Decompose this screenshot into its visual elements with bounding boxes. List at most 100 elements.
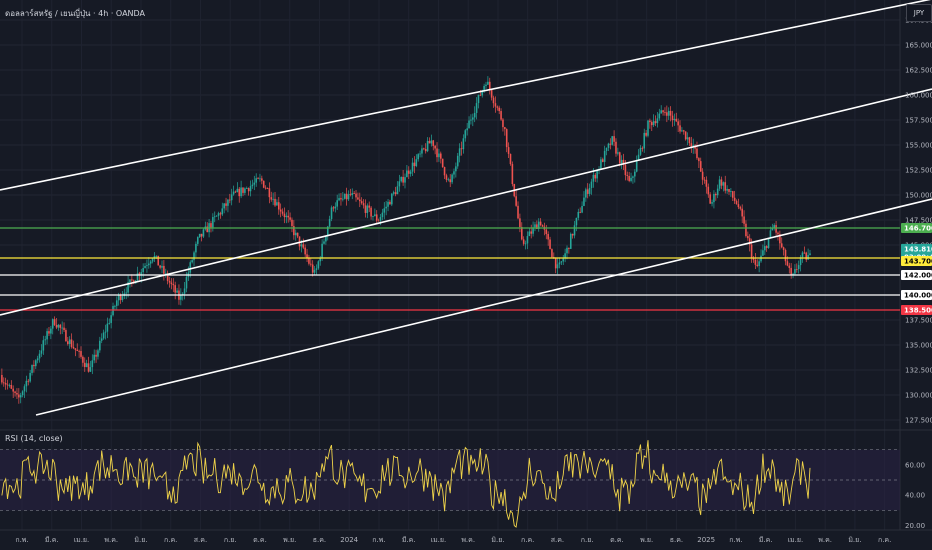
candle-body <box>728 188 730 192</box>
candle-body <box>801 252 804 258</box>
candle-body <box>475 103 478 113</box>
candle-body <box>690 143 693 148</box>
candle-body <box>432 140 435 146</box>
candle-body <box>556 264 559 269</box>
candle-body <box>6 384 9 386</box>
candle-body <box>68 339 71 344</box>
candle-body <box>805 252 808 260</box>
candle-body <box>566 247 568 254</box>
candle-body <box>748 238 751 245</box>
candle-body <box>50 328 52 334</box>
candle-body <box>735 200 738 205</box>
candle-body <box>67 341 69 344</box>
candle-body <box>119 295 122 301</box>
candle-body <box>628 176 630 181</box>
candle-body <box>396 186 399 195</box>
rsi-tick-label: 40.00 <box>905 492 925 500</box>
candle-body <box>752 258 755 260</box>
candle-body <box>185 277 188 289</box>
candle-body <box>449 179 452 183</box>
candle-body <box>500 111 502 120</box>
candle-body <box>366 205 369 213</box>
candle-body <box>554 257 557 269</box>
candle-body <box>31 364 33 373</box>
time-tick-label: พ.ค. <box>818 536 832 544</box>
candle-body <box>136 273 139 281</box>
candle-body <box>688 137 691 144</box>
candle-body <box>89 367 92 372</box>
candle-body <box>202 229 205 237</box>
candle-body <box>332 207 335 209</box>
candle-body <box>212 217 214 228</box>
candle-body <box>315 268 318 270</box>
currency-button[interactable]: JPY <box>906 4 932 22</box>
candle-body <box>234 191 237 193</box>
time-tick-label: มี.ค. <box>45 536 59 544</box>
candle-body <box>415 159 418 167</box>
rsi-axis[interactable]: 60.00 40.00 20.00 <box>905 461 925 530</box>
candle-body <box>193 252 195 261</box>
candle-body <box>601 159 604 162</box>
candle-body <box>756 264 759 266</box>
candle-body <box>803 252 806 254</box>
candle-body <box>733 197 736 201</box>
candle-body <box>25 380 28 387</box>
candle-body <box>505 129 508 148</box>
candle-body <box>483 85 485 91</box>
candle-body <box>438 153 440 158</box>
candle-body <box>85 363 88 368</box>
candle-body <box>230 194 233 201</box>
candle-body <box>300 244 303 247</box>
candle-body <box>16 392 18 395</box>
candle-body <box>321 243 323 259</box>
price-tick-label: 155.000 <box>905 142 932 150</box>
candle-body <box>115 300 118 306</box>
time-tick-label: ธ.ค. <box>313 536 326 544</box>
candle-body <box>406 170 408 178</box>
candle-body <box>281 211 284 214</box>
candle-body <box>765 246 768 248</box>
candle-body <box>716 188 719 196</box>
candle-body <box>754 259 757 265</box>
candle-body <box>70 339 73 347</box>
candle-body <box>176 290 178 293</box>
candle-body <box>40 350 43 354</box>
candle-body <box>701 171 704 180</box>
candle-body <box>626 175 629 177</box>
candle-body <box>677 121 679 126</box>
candle-body <box>210 223 212 228</box>
candle-body <box>242 187 244 193</box>
candle-body <box>528 231 531 237</box>
candle-body <box>413 162 416 167</box>
candle-body <box>114 305 116 307</box>
candle-body <box>509 153 512 165</box>
time-tick-label: เม.ย. <box>788 536 804 544</box>
candle-body <box>451 174 453 183</box>
time-tick-label: มี.ค. <box>402 536 416 544</box>
candle-body <box>4 383 7 385</box>
candle-body <box>409 171 412 174</box>
candle-body <box>466 128 468 131</box>
candle-body <box>342 198 344 200</box>
candle-body <box>274 198 276 206</box>
candle-body <box>142 268 144 273</box>
candle-body <box>747 236 749 239</box>
candle-body <box>21 391 24 396</box>
candle-body <box>590 181 593 188</box>
time-axis[interactable]: ก.พ. มี.ค. เม.ย. พ.ค. มิ.ย. ก.ค. ส.ค. ก.ย. ต.ค. พ… <box>15 536 891 544</box>
candle-body <box>213 216 216 218</box>
candle-body <box>261 178 263 181</box>
candle-body <box>264 187 267 189</box>
candle-body <box>620 159 623 164</box>
price-axis[interactable]: 167.500165.000162.500160.000157.500155.0… <box>905 17 932 425</box>
candle-body <box>108 322 111 324</box>
candle-body <box>722 182 725 186</box>
candle-body <box>637 154 640 161</box>
candle-body <box>387 201 389 207</box>
candle-body <box>515 196 517 206</box>
candle-body <box>730 191 732 192</box>
level-tag-label: 146.700 <box>904 225 932 233</box>
candle-body <box>647 120 649 136</box>
candle-body <box>643 132 646 149</box>
